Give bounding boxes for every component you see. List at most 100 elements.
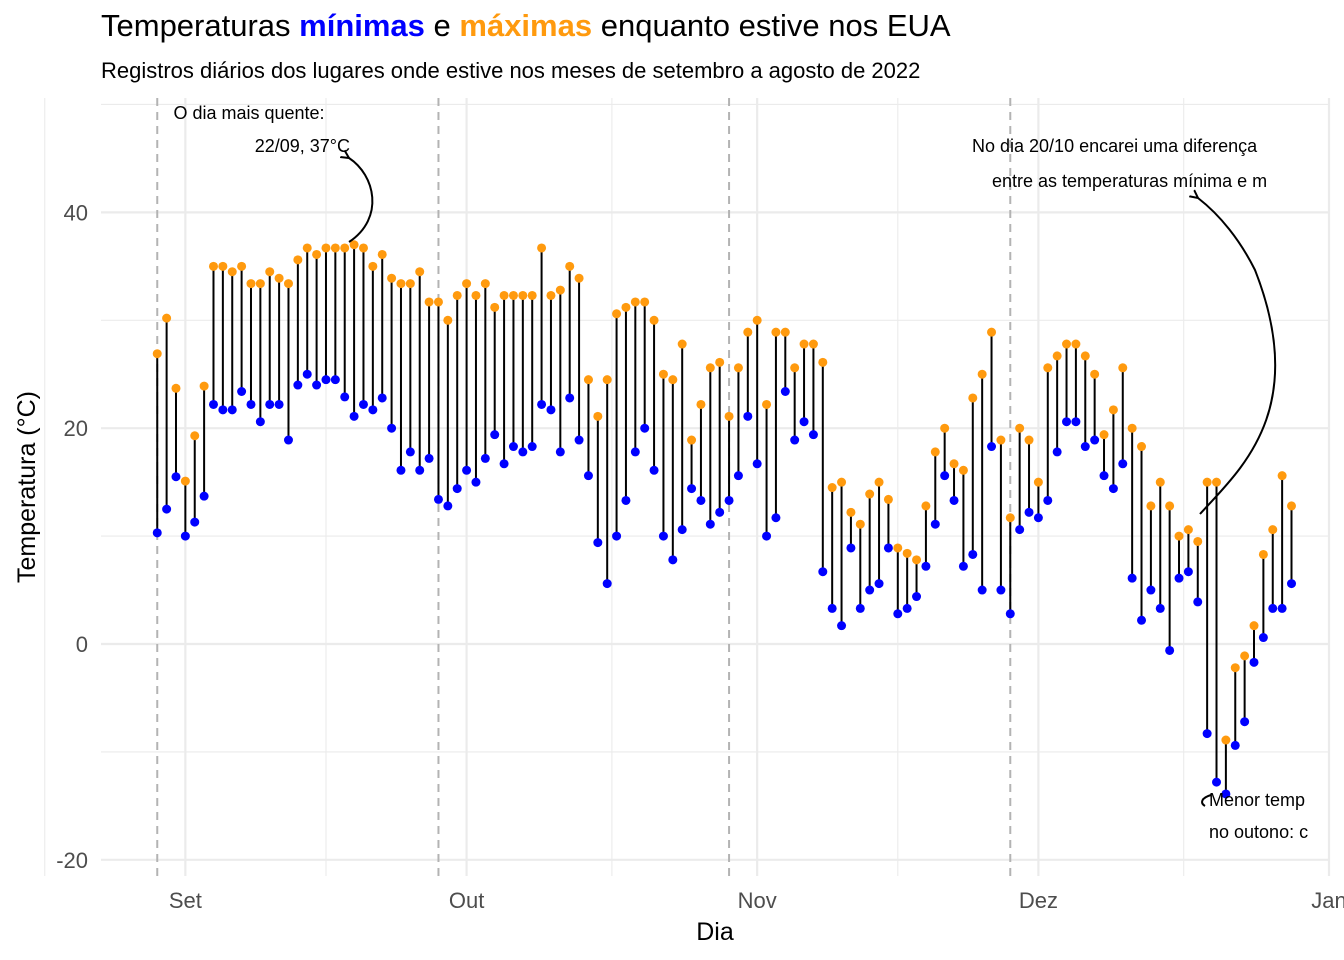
min-point [1137,615,1147,625]
min-point [621,495,631,505]
grid [44,98,1331,876]
min-point [949,495,959,505]
min-point [218,405,228,415]
max-point [1118,363,1128,373]
max-point [462,279,472,289]
max-point [612,309,622,319]
min-point [658,531,668,541]
min-point [1268,603,1278,613]
x-tick-label: Jan [1311,888,1344,913]
min-point [387,423,397,433]
min-point [405,447,415,457]
min-point [1108,484,1118,494]
axes: -20 0 20 40 Set Out Nov Dez Jan [56,200,1344,913]
max-point [799,339,809,349]
y-axis-title: Temperatura (°C) [13,391,41,583]
min-point [283,435,293,445]
max-point [1174,531,1184,541]
max-point [677,339,687,349]
max-point [958,465,968,475]
max-point [424,297,434,307]
max-point [1024,435,1034,445]
x-axis-title: Dia [696,918,734,946]
max-point [527,290,537,300]
title-suffix: enquanto estive nos EUA [592,8,951,43]
max-point [574,273,584,283]
min-point [340,392,350,402]
max-point [518,290,528,300]
min-point [762,531,772,541]
min-point [902,603,912,613]
min-point [827,603,837,613]
max-point [302,243,312,253]
min-point [724,495,734,505]
max-point [208,261,218,271]
max-point [583,375,593,385]
min-point [162,504,172,514]
min-point [790,435,800,445]
max-point [1052,351,1062,361]
min-point [1193,597,1203,607]
min-point [855,603,865,613]
min-point [1165,645,1175,655]
min-point [1080,442,1090,452]
min-point [649,465,659,475]
min-point [1258,633,1268,643]
min-point [377,393,387,403]
min-point [246,399,256,409]
min-point [574,435,584,445]
min-point [1174,573,1184,583]
min-point [208,399,218,409]
min-point [274,399,284,409]
min-point [171,472,181,482]
min-point [1052,447,1062,457]
min-point [537,399,547,409]
max-point [537,243,547,253]
max-point [480,279,490,289]
min-point [1090,435,1100,445]
min-point [696,495,706,505]
x-tick-label: Out [449,888,484,913]
min-point [612,531,622,541]
max-point [818,357,828,367]
max-point [1277,471,1287,481]
max-point [715,357,725,367]
min-point [490,430,500,440]
min-point [302,369,312,379]
min-point [1230,740,1240,750]
max-point [265,267,275,277]
max-point [837,477,847,487]
max-point [893,543,903,553]
max-point [743,327,753,337]
max-point [1137,442,1147,452]
max-point [1221,735,1231,745]
min-point [433,494,443,504]
max-point [190,431,200,441]
min-point [846,543,856,553]
min-point [255,417,265,427]
max-point [940,423,950,433]
min-point [415,465,425,475]
annotation-text: no outono: c [1209,822,1308,842]
max-point [602,375,612,385]
min-point [199,491,209,501]
title-prefix: Temperaturas [101,8,300,43]
title-min-word: mínimas [299,8,425,43]
max-point [508,290,518,300]
min-point [1146,585,1156,595]
annotation-arrow [1201,794,1212,807]
min-point [940,471,950,481]
max-point [1268,525,1278,535]
max-point [293,255,303,265]
min-point [837,621,847,631]
max-point [312,249,322,259]
max-point [733,363,743,373]
min-point [518,447,528,457]
min-point [865,585,875,595]
max-point [199,381,209,391]
min-point [733,471,743,481]
min-point [480,453,490,463]
max-point [349,240,359,250]
max-point [865,489,875,499]
min-point [874,579,884,589]
